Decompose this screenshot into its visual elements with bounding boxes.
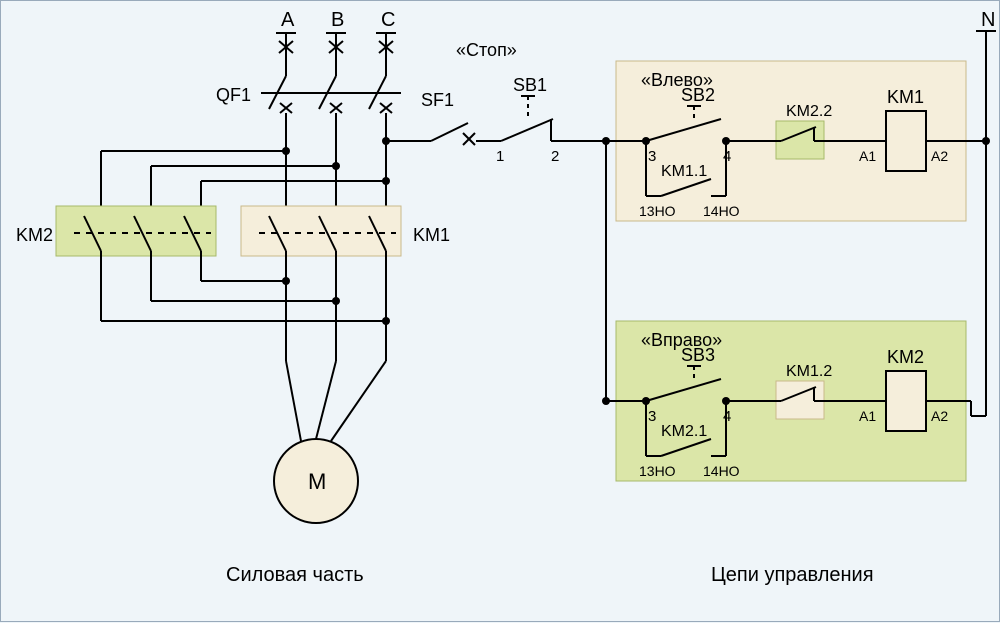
km1-coil [886,111,926,171]
label-phase-c: C [381,9,395,31]
label-14ho-a: 14НО [703,203,740,219]
label-sb1-1: 1 [496,148,504,165]
label-stop: «Стоп» [456,40,517,60]
label-qf1: QF1 [216,85,251,105]
label-sb1-2: 2 [551,148,559,165]
label-sb2: SB2 [681,85,715,105]
label-km2-2: KM2.2 [786,103,832,120]
label-km1-2: KM1.2 [786,363,832,380]
label-motor: M [308,469,326,494]
label-sb3-4: 4 [723,408,731,425]
label-km1-coil: KM1 [887,87,924,107]
label-sb3-3: 3 [648,408,656,425]
diagram-frame: A B C QF1 [0,0,1000,622]
label-13ho-b: 13НО [639,463,676,479]
label-sb2-3: 3 [648,148,656,165]
km2-coil [886,371,926,431]
label-km1-1: KM1.1 [661,163,707,180]
label-13ho-a: 13НО [639,203,676,219]
label-km2-1: KM2.1 [661,423,707,440]
qf1-breaker: QF1 [216,76,401,151]
label-km1-a1: A1 [859,148,876,164]
label-km1-a2: A2 [931,148,948,164]
schematic-svg: A B C QF1 [1,1,1000,623]
caption-power: Силовая часть [226,564,364,586]
label-sb1: SB1 [513,75,547,95]
label-14ho-b: 14НО [703,463,740,479]
label-km1-power: KM1 [413,225,450,245]
label-phase-b: B [331,9,344,31]
caption-control: Цепи управления [711,564,874,586]
label-sb2-4: 4 [723,148,731,165]
label-km2-a2: A2 [931,408,948,424]
label-phase-a: A [281,9,295,31]
phase-terminals: A B C [276,9,396,76]
label-neutral: N [981,9,995,31]
label-km2-a1: A1 [859,408,876,424]
label-sb3: SB3 [681,345,715,365]
label-sf1: SF1 [421,90,454,110]
label-km2-coil: KM2 [887,347,924,367]
label-km2-power: KM2 [16,225,53,245]
